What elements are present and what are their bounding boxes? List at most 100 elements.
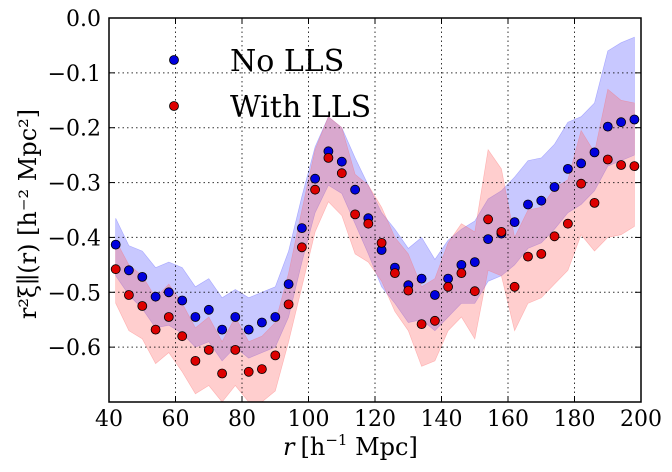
data-point-with-lls [177, 331, 188, 342]
data-point-with-lls [469, 286, 480, 297]
data-point-with-lls [496, 226, 507, 237]
x-tick-label: 120 [354, 407, 396, 432]
data-point-no-lls [283, 279, 294, 290]
data-point-with-lls [629, 161, 640, 172]
legend: No LLS With LLS [169, 44, 371, 125]
data-point-with-lls [190, 355, 201, 366]
band-no-lls [115, 36, 635, 362]
band-with-lls [115, 88, 635, 403]
data-point-no-lls [163, 287, 174, 298]
x-axis-label-unit: [h [300, 433, 325, 461]
data-point-with-lls [163, 312, 174, 322]
data-point-with-lls [203, 344, 214, 355]
data-point-with-lls [602, 154, 613, 165]
grid-lines [109, 18, 641, 402]
data-point-with-lls [523, 251, 533, 262]
axis-ticks [108, 17, 642, 402]
data-point-with-lls [150, 324, 161, 335]
data-point-no-lls [310, 173, 321, 184]
data-point-no-lls [629, 114, 640, 125]
data-point-no-lls [123, 265, 134, 276]
data-point-no-lls [602, 121, 613, 132]
x-axis-label-var: r [283, 433, 296, 461]
data-point-with-lls [549, 231, 560, 242]
data-point-with-lls [429, 315, 440, 326]
data-point-with-lls [296, 242, 307, 253]
x-axis-label-exp: −1 [325, 431, 347, 449]
data-point-no-lls [190, 312, 201, 322]
data-point-with-lls [283, 299, 294, 310]
data-point-with-lls [363, 218, 374, 229]
data-point-no-lls [536, 195, 547, 206]
data-point-with-lls [270, 350, 281, 361]
x-tick-labels: 40 60 80 100 120 140 160 180 200 [95, 407, 662, 432]
x-tick-label: 100 [288, 407, 330, 432]
data-point-no-lls [456, 259, 467, 270]
data-point-no-lls [576, 158, 586, 169]
x-tick-label: 140 [421, 407, 463, 432]
y-tick-labels: 0.0 −0.1 −0.2 −0.3 −0.4 −0.5 −0.6 [48, 7, 101, 361]
data-point-with-lls [389, 268, 400, 279]
data-point-with-lls [563, 218, 573, 229]
x-tick-label: 60 [162, 407, 190, 432]
data-point-with-lls [217, 368, 228, 379]
y-tick-label: −0.1 [48, 62, 101, 87]
data-point-with-lls [230, 344, 241, 355]
data-point-no-lls [270, 312, 281, 322]
data-point-no-lls [203, 304, 214, 315]
data-point-no-lls [469, 257, 480, 268]
data-point-no-lls [336, 156, 347, 167]
y-axis-label: r²ξ∥(r) [h⁻² Mpc²] [14, 109, 42, 319]
data-point-with-lls [443, 281, 454, 292]
y-tick-label: −0.2 [48, 117, 101, 142]
legend-label-no-lls: No LLS [230, 44, 344, 79]
data-point-with-lls [336, 168, 347, 179]
data-point-no-lls [350, 184, 361, 195]
data-point-no-lls [230, 312, 241, 322]
data-point-no-lls [243, 324, 254, 335]
confidence-bands [115, 36, 635, 403]
data-point-with-lls [616, 160, 626, 170]
data-point-with-lls [350, 209, 361, 220]
data-point-with-lls [310, 184, 321, 195]
y-tick-label: −0.4 [48, 226, 101, 251]
data-point-no-lls [137, 271, 148, 282]
data-point-with-lls [536, 248, 547, 259]
data-point-with-lls [243, 366, 254, 377]
x-axis-label-post: Mpc] [347, 433, 417, 461]
legend-label-with-lls: With LLS [230, 90, 371, 125]
data-point-no-lls [110, 239, 121, 250]
x-tick-label: 80 [228, 407, 256, 432]
data-point-no-lls [416, 273, 427, 284]
data-point-with-lls [256, 364, 267, 375]
data-point-with-lls [576, 178, 586, 189]
data-point-no-lls [589, 147, 600, 158]
x-axis-label: r [h−1 Mpc] [283, 431, 418, 461]
y-tick-label: −0.6 [48, 336, 101, 361]
data-point-no-lls [523, 199, 533, 210]
y-tick-label: 0.0 [66, 7, 101, 32]
data-point-with-lls [110, 264, 121, 275]
y-tick-label: −0.3 [48, 172, 101, 197]
data-point-no-lls [296, 223, 307, 234]
y-tick-label: −0.5 [48, 281, 101, 306]
x-tick-label: 180 [554, 407, 596, 432]
data-point-no-lls [443, 273, 454, 284]
data-point-no-lls [429, 290, 440, 300]
data-point-with-lls [589, 197, 600, 208]
data-point-with-lls [456, 268, 467, 279]
data-point-with-lls [323, 152, 334, 163]
data-points [110, 114, 640, 379]
data-point-no-lls [549, 182, 560, 192]
x-tick-label: 160 [487, 407, 529, 432]
data-point-with-lls [483, 214, 494, 225]
data-point-no-lls [563, 163, 573, 174]
data-point-with-lls [403, 285, 414, 296]
data-point-no-lls [217, 324, 228, 335]
data-point-no-lls [616, 117, 626, 128]
data-point-with-lls [509, 281, 520, 292]
data-point-with-lls [123, 290, 134, 300]
data-point-no-lls [509, 217, 520, 228]
x-tick-label: 200 [620, 407, 662, 432]
